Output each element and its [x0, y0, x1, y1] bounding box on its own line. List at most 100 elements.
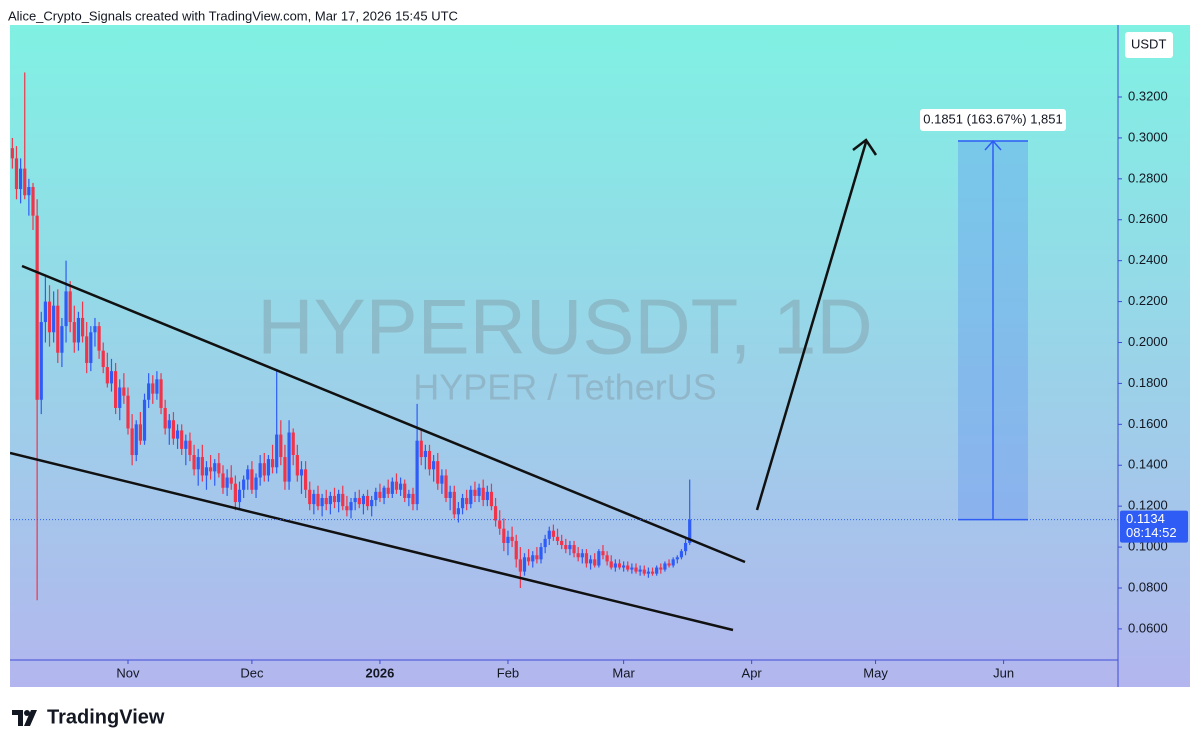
candle-body [613, 563, 617, 568]
candle-body [52, 305, 56, 333]
candle-body [221, 473, 225, 488]
x-tick-label: May [863, 665, 888, 680]
candle-body [679, 551, 684, 558]
candle-body [258, 463, 262, 478]
candle-body [365, 495, 370, 507]
arrow-head [852, 138, 878, 156]
candle-body [275, 434, 279, 468]
watermark-symbol: HYPERUSDT, 1D [257, 283, 872, 371]
candle-body [580, 553, 584, 558]
candle-body [638, 569, 642, 572]
candle-body [403, 483, 407, 498]
currency-box[interactable] [1125, 32, 1173, 58]
candle-body [617, 563, 622, 568]
candle-body [436, 461, 440, 484]
candle-body [225, 477, 229, 488]
candle-body [229, 477, 233, 484]
candle-body [353, 497, 357, 503]
candle-body [551, 530, 556, 537]
candle-body [493, 506, 498, 521]
candle-body [605, 555, 609, 562]
candle-body [118, 387, 122, 408]
candle-body [469, 489, 473, 505]
candle-body [85, 336, 89, 363]
candle-body [19, 168, 23, 190]
measure-arrow-head [984, 139, 1002, 151]
x-tick-label: Mar [612, 665, 635, 680]
candle-body [39, 322, 43, 400]
candle-body [151, 383, 155, 394]
x-tick-label: Dec [240, 665, 264, 680]
candle-body [60, 326, 64, 353]
candle-body [510, 536, 514, 541]
candle-body [134, 424, 138, 456]
x-tick-label: Feb [497, 665, 519, 680]
candle-body [535, 555, 539, 560]
candle-body [477, 487, 481, 496]
candle-body [502, 528, 506, 543]
candle-body [80, 317, 85, 337]
candle-body [398, 483, 403, 490]
candle-body [626, 565, 630, 570]
candle-body [192, 455, 196, 470]
candle-body [31, 187, 35, 216]
y-tick-label: 0.2800 [1128, 170, 1168, 185]
candle-body [287, 432, 291, 482]
candle-body [423, 450, 427, 458]
candle-body [527, 557, 531, 562]
candle-body [56, 305, 60, 353]
candle-body [68, 291, 72, 323]
candle-body [489, 491, 494, 507]
candle-body [547, 530, 551, 539]
candle-body [601, 551, 605, 556]
candle-body [101, 350, 105, 368]
candle-body [209, 467, 213, 472]
candle-body [634, 567, 638, 572]
y-tick-label: 0.3200 [1128, 88, 1168, 103]
candle-body [564, 545, 568, 550]
candle-body [688, 519, 692, 543]
candle-body [328, 495, 332, 505]
trend-line-upper [21, 264, 746, 564]
candle-body [299, 469, 304, 476]
candle-body [138, 424, 142, 441]
candle-body [683, 542, 688, 552]
candle-body [262, 463, 266, 476]
candle-body [675, 557, 679, 560]
candle-body [597, 551, 601, 566]
candle-body [200, 457, 204, 476]
candle-body [394, 481, 399, 490]
candle-body [217, 463, 221, 474]
candle-body [560, 540, 564, 546]
candle-body [498, 520, 502, 529]
candle-body [407, 493, 411, 498]
candle-body [320, 497, 324, 507]
candle-body [506, 536, 510, 543]
candle-body [440, 475, 444, 484]
y-tick-label: 0.2000 [1128, 334, 1168, 349]
candle-body [642, 569, 646, 574]
candle-body [370, 500, 374, 507]
candle-body [539, 547, 543, 560]
candles [10, 72, 692, 601]
candle-body [250, 469, 254, 490]
y-tick-label: 0.1400 [1128, 457, 1168, 472]
candle-body [460, 497, 465, 509]
candle-body [47, 301, 52, 333]
candle-body [374, 491, 378, 501]
y-tick-label: 0.0600 [1128, 620, 1168, 635]
candle-body [456, 508, 461, 515]
candle-body [531, 555, 535, 562]
candle-body [432, 461, 436, 470]
drawings [10, 138, 878, 632]
candle-body [518, 559, 522, 572]
footer-brand: TradingView [47, 706, 165, 728]
measure-label-box [920, 108, 1066, 131]
candle-body [114, 371, 118, 408]
measure-label: 0.1851 (163.67%) 1,851 [923, 111, 1063, 126]
candle-body [572, 545, 576, 554]
candle-body [204, 467, 209, 476]
candle-body [655, 567, 659, 574]
candle-body [196, 457, 200, 470]
